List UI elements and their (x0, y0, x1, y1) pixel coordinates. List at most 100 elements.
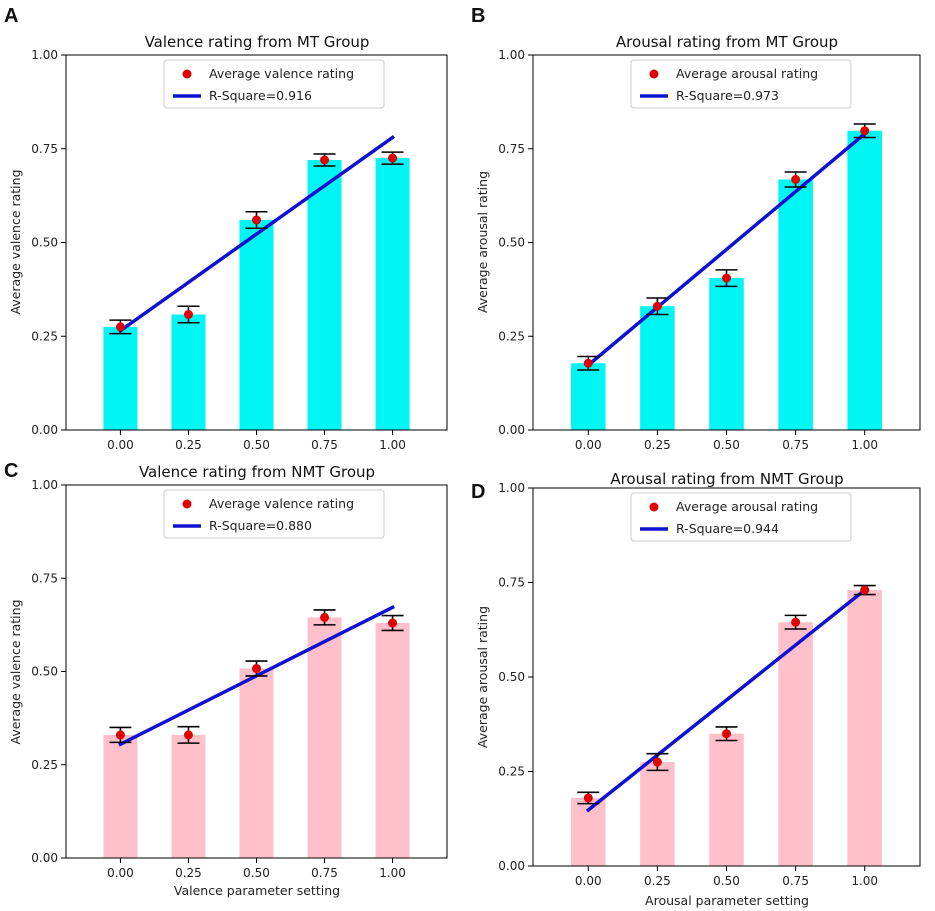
data-point-0.00 (115, 730, 125, 740)
legend-point-label: Average valence rating (209, 66, 354, 81)
legend-line-label: R-Square=0.880 (209, 518, 312, 533)
y-tick-label: 0.50 (498, 670, 525, 684)
data-point-1.00 (860, 585, 870, 595)
y-tick-label: 0.75 (31, 142, 58, 156)
fit-line (585, 587, 868, 813)
y-axis-label-b: Average arousal rating (475, 171, 490, 313)
y-tick-label: 0.50 (31, 665, 58, 679)
bar-0.00 (103, 734, 138, 858)
legend-line-label: R-Square=0.944 (676, 521, 779, 536)
y-tick-label: 1.00 (498, 48, 525, 62)
y-tick-label: 0.75 (498, 576, 525, 590)
x-tick-label: 0.50 (243, 438, 270, 452)
bar-0.75 (307, 617, 342, 858)
data-point-0.50 (722, 273, 731, 283)
legend-point-marker (182, 69, 192, 79)
legend-point-label: Average arousal rating (676, 66, 818, 81)
y-axis-label-d: Average arousal rating (475, 606, 490, 748)
x-tick-label: 0.00 (575, 438, 602, 452)
bar-0.00 (571, 363, 606, 430)
panel-letter-a: A (4, 5, 18, 27)
data-point-0.00 (115, 322, 125, 332)
data-point-0.75 (791, 617, 801, 627)
x-tick-label: 0.00 (107, 438, 134, 452)
plot-area-d: 0.00 0.25 0.50 0.75 1.00 0.00 0.25 0.50 0.75 1.00… (498, 481, 921, 888)
x-tick-label: 0.50 (243, 866, 270, 880)
y-tick-label: 0.50 (31, 236, 58, 250)
data-point-0.25 (183, 730, 193, 740)
panel-d: D Arousal rating from NMT Group Average … (471, 470, 921, 908)
bar-0.25 (171, 734, 206, 858)
panel-letter-b: B (471, 5, 485, 27)
legend-point-marker (649, 69, 659, 79)
y-axis-label-c: Average valence rating (8, 599, 23, 744)
y-tick-label: 0.25 (31, 758, 58, 772)
y-tick-label: 1.00 (498, 481, 525, 495)
y-tick-label: 0.25 (31, 329, 58, 343)
data-point-0.75 (320, 155, 330, 165)
x-tick-label: 0.75 (311, 438, 338, 452)
data-point-0.00 (583, 358, 593, 368)
panel-letter-d: D (471, 481, 485, 503)
data-point-0.50 (252, 215, 261, 225)
y-tick-label: 0.25 (498, 765, 525, 779)
y-tick-label: 0.00 (31, 423, 58, 437)
data-point-0.00 (583, 793, 593, 803)
chart-title-c: Valence rating from NMT Group (139, 463, 375, 481)
legend-point-label: Average valence rating (209, 496, 354, 511)
data-point-0.50 (252, 664, 261, 674)
y-tick-label: 0.75 (31, 571, 58, 585)
legend-box (163, 59, 385, 109)
fit-line (585, 131, 868, 368)
plot-area-a: 0.00 0.25 0.50 0.75 1.00 0.00 0.25 0.50 0.75 1.00… (31, 48, 448, 452)
data-point-1.00 (860, 126, 870, 136)
x-tick-label: 0.00 (107, 866, 134, 880)
bar-0.50 (709, 278, 744, 430)
data-point-1.00 (388, 618, 398, 628)
legend: Average arousal rating R-Square=0.973 (630, 59, 852, 109)
x-tick-label: 0.25 (644, 874, 671, 888)
bar-0.75 (307, 160, 342, 430)
x-tick-label: 0.75 (782, 874, 809, 888)
legend: Average valence rating R-Square=0.880 (163, 489, 385, 539)
x-tick-label: 1.00 (851, 874, 878, 888)
x-tick-label: 0.50 (713, 438, 740, 452)
x-tick-label: 0.25 (644, 438, 671, 452)
legend-point-label: Average arousal rating (676, 499, 818, 514)
panel-b: B Arousal rating from MT Group Average a… (471, 5, 921, 452)
legend-line-label: R-Square=0.916 (209, 88, 312, 103)
panel-a: A Valence rating from MT Group Average v… (4, 5, 448, 452)
x-tick-label: 0.00 (575, 874, 602, 888)
x-tick-label: 0.25 (175, 438, 202, 452)
chart-title-d: Arousal rating from NMT Group (610, 470, 843, 488)
x-axis-label-d: Arousal parameter setting (645, 893, 809, 908)
bar-0.50 (709, 733, 744, 866)
x-tick-label: 0.50 (713, 874, 740, 888)
x-tick-label: 1.00 (379, 438, 406, 452)
legend-line-label: R-Square=0.973 (676, 88, 779, 103)
data-point-0.50 (722, 729, 731, 739)
y-tick-label: 1.00 (31, 48, 58, 62)
data-point-0.75 (791, 175, 801, 184)
bar-0.25 (171, 314, 206, 430)
plot-area-c: 0.00 0.25 0.50 0.75 1.00 0.00 0.25 0.50 0.75 1.00… (31, 478, 448, 880)
bar-0.00 (103, 326, 138, 430)
bar-0.75 (778, 622, 813, 866)
legend-point-marker (649, 502, 659, 512)
legend-box (163, 489, 385, 539)
bar-0.25 (640, 306, 675, 430)
x-tick-label: 1.00 (851, 438, 878, 452)
legend-point-marker (182, 499, 192, 509)
legend: Average valence rating R-Square=0.916 (163, 59, 385, 109)
x-axis-label-c: Valence parameter setting (174, 883, 340, 898)
data-point-0.25 (652, 301, 662, 311)
legend: Average arousal rating R-Square=0.944 (630, 492, 852, 542)
y-tick-label: 0.50 (498, 236, 525, 250)
y-tick-label: 0.00 (498, 859, 525, 873)
x-tick-label: 1.00 (379, 866, 406, 880)
plot-area-b: 0.00 0.25 0.50 0.75 1.00 0.00 0.25 0.50 0.75 1.00… (498, 48, 921, 452)
fit-line (117, 135, 396, 334)
x-tick-label: 0.25 (175, 866, 202, 880)
y-tick-label: 0.00 (31, 851, 58, 865)
